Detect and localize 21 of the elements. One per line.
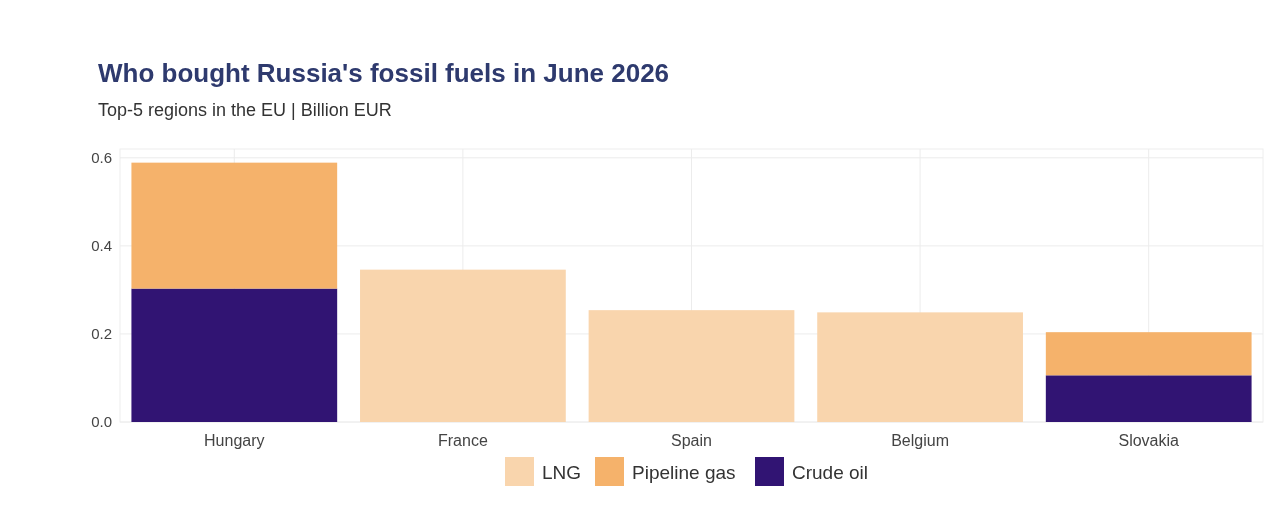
bar (1045, 332, 1252, 376)
y-tick-label: 0.6 (91, 149, 112, 167)
bar (360, 269, 566, 422)
x-tick-label: Belgium (891, 432, 950, 449)
x-tick-label: Hungary (204, 432, 265, 449)
x-tick-label: France (438, 432, 488, 449)
chart-subtitle: Top-5 regions in the EU | Billion EUR (98, 100, 392, 120)
legend-label: LNG (542, 461, 582, 483)
y-tick-label: 0.4 (91, 237, 112, 255)
legend-label: Crude oil (792, 461, 869, 483)
x-tick-label: Spain (671, 432, 712, 449)
bar (588, 310, 795, 422)
x-tick-label: Slovakia (1118, 432, 1180, 449)
bar (1045, 375, 1252, 422)
bar (817, 312, 1023, 422)
bar (131, 288, 338, 422)
y-tick-label: 0.0 (91, 413, 112, 431)
y-tick-label: 0.2 (91, 325, 112, 343)
chart-title: Who bought Russia's fossil fuels in June 2026 (98, 58, 670, 88)
legend-label: Pipeline gas (632, 461, 736, 483)
bar (131, 162, 338, 289)
